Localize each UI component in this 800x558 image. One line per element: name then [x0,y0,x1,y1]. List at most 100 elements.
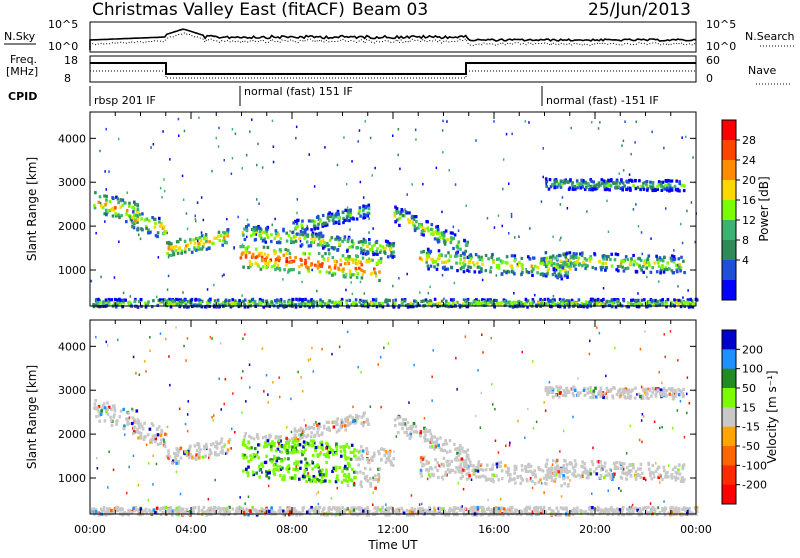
data-cell [520,482,523,485]
data-cell [249,454,252,457]
data-cell [347,457,350,460]
data-cell [128,202,131,205]
noise-cell [130,295,132,298]
data-cell [313,423,316,426]
data-cell [321,468,324,471]
noise-cell [502,188,504,191]
noise-cell [350,281,352,284]
data-cell [500,301,503,304]
ytick-label: 2000 [58,220,86,233]
data-cell [335,442,338,445]
noise-cell [428,292,430,295]
data-cell [458,466,461,469]
nsky-panel: N.Sky 10^5 10^0 10^5 10^0 N.Search [4,18,795,53]
data-cell [466,269,469,272]
noise-cell [502,225,504,228]
data-cell [356,262,359,265]
data-cell [629,464,632,467]
data-cell [461,457,464,460]
noise-cell [159,298,161,301]
data-cell [370,302,373,305]
data-cell [362,449,365,452]
noise-cell [624,121,626,124]
data-cell [556,464,559,467]
noise-cell [553,295,555,298]
data-cell [426,254,429,257]
data-cell [118,298,121,301]
data-cell [342,445,345,448]
data-cell [547,262,550,265]
data-cell [459,248,462,251]
data-cell [555,180,558,183]
noise-cell [258,203,260,206]
data-cell [427,430,430,433]
data-cell [297,219,300,222]
data-cell [360,445,363,448]
data-cell [444,254,447,257]
data-cell [178,246,181,249]
data-cell [446,238,449,241]
data-cell [242,469,245,472]
data-cell [414,225,417,228]
data-cell [218,231,221,234]
data-cell [430,258,433,261]
noise-cell [404,208,406,211]
data-cell [573,185,576,188]
noise-cell [372,174,374,177]
data-cell [245,247,248,250]
data-cell [105,298,108,301]
colorbar-swatch [722,280,736,301]
data-cell [323,427,326,430]
noise-cell [681,136,683,139]
data-cell [656,300,659,303]
data-cell [321,441,324,444]
data-cell [368,238,371,241]
data-cell [175,462,178,465]
data-cell [386,299,389,302]
data-cell [531,265,534,268]
data-cell [267,254,270,257]
data-cell [655,304,658,307]
data-cell [445,300,448,303]
noise-cell [441,211,443,214]
data-cell [561,470,564,473]
data-cell [470,257,473,260]
data-cell [598,181,601,184]
data-cell [340,455,343,458]
data-cell [168,241,171,244]
data-cell [582,261,585,264]
data-cell [273,468,276,471]
data-cell [158,217,161,220]
data-cell [325,461,328,464]
noise-cell [257,143,259,146]
colorbar-swatch [722,120,736,141]
cpid-label: CPID [8,90,37,103]
data-cell [298,433,301,436]
data-cell [515,465,518,468]
noise-cell [274,218,276,221]
data-cell [630,469,633,472]
data-cell [356,276,359,279]
data-cell [481,263,484,266]
data-cell [362,257,365,260]
data-cell [406,427,409,430]
noise-cell [360,181,362,184]
data-cell [555,394,558,397]
data-cell [642,271,645,274]
data-cell [597,465,600,468]
data-cell [284,457,287,460]
noise-cell [242,167,244,170]
noise-cell [164,298,166,301]
noise-cell [442,129,444,132]
data-cell [652,471,655,474]
noise-cell [296,212,298,215]
nsky-trace [90,29,696,50]
data-cell [104,203,107,206]
figure-title: Christmas Valley East (fitACF) [92,0,345,20]
data-cell [563,181,566,184]
noise-cell [475,139,477,142]
data-cell [124,201,127,204]
data-cell [689,298,692,301]
data-cell [610,184,613,187]
data-cell [397,431,400,434]
